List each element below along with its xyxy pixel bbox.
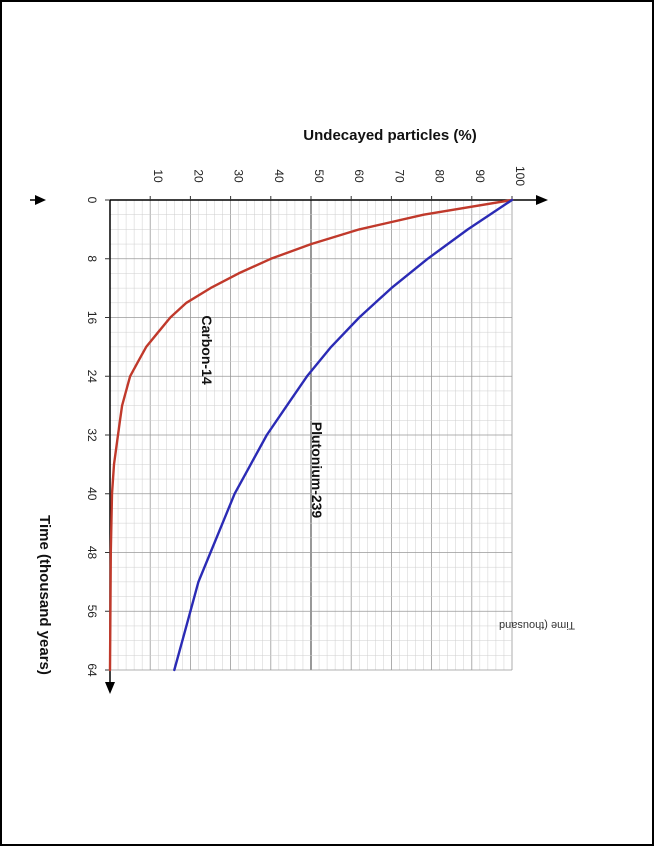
x-axis-title: Time (thousand years) (36, 515, 53, 675)
value-tick-label: 90 (473, 169, 487, 183)
time-tick-label: 48 (85, 546, 99, 560)
tick-labels: 10 20 30 40 50 60 70 80 90 100 0 8 16 24 32 40 48 56 64 (85, 166, 527, 677)
time-tick-label: 0 (85, 197, 99, 204)
time-tick-label: 32 (85, 428, 99, 442)
y-axis-title: Undecayed particles (%) (303, 127, 476, 144)
left-marker-arrow-icon (35, 195, 46, 205)
value-tick-label: 50 (312, 169, 326, 183)
time-tick-label: 24 (85, 370, 99, 384)
series-lines (108, 198, 514, 672)
time-tick-label: 64 (85, 663, 99, 677)
value-tick-label: 60 (352, 169, 366, 183)
value-tick-label: 20 (191, 169, 205, 183)
series-label-plutonium-239: Plutonium-239 (309, 422, 325, 519)
edge-text: Time (thousand (499, 619, 575, 631)
time-axis-arrow-icon (105, 682, 115, 694)
time-tick-label: 16 (85, 311, 99, 325)
time-tick-label: 8 (85, 255, 99, 262)
series-label-carbon-14: Carbon-14 (199, 315, 215, 384)
value-tick-label: 80 (433, 169, 447, 183)
series-line-plutonium-239 (173, 198, 514, 672)
value-tick-label: 30 (232, 169, 246, 183)
time-tick-label: 40 (85, 487, 99, 501)
series-line-carbon-14 (108, 198, 514, 672)
axes (30, 195, 548, 694)
time-tick-label: 56 (85, 605, 99, 619)
value-tick-label: 70 (392, 169, 406, 183)
value-tick-label: 100 (513, 166, 527, 186)
value-axis-arrow-icon (536, 195, 548, 205)
value-tick-label: 40 (272, 169, 286, 183)
value-tick-label: 10 (151, 169, 165, 183)
